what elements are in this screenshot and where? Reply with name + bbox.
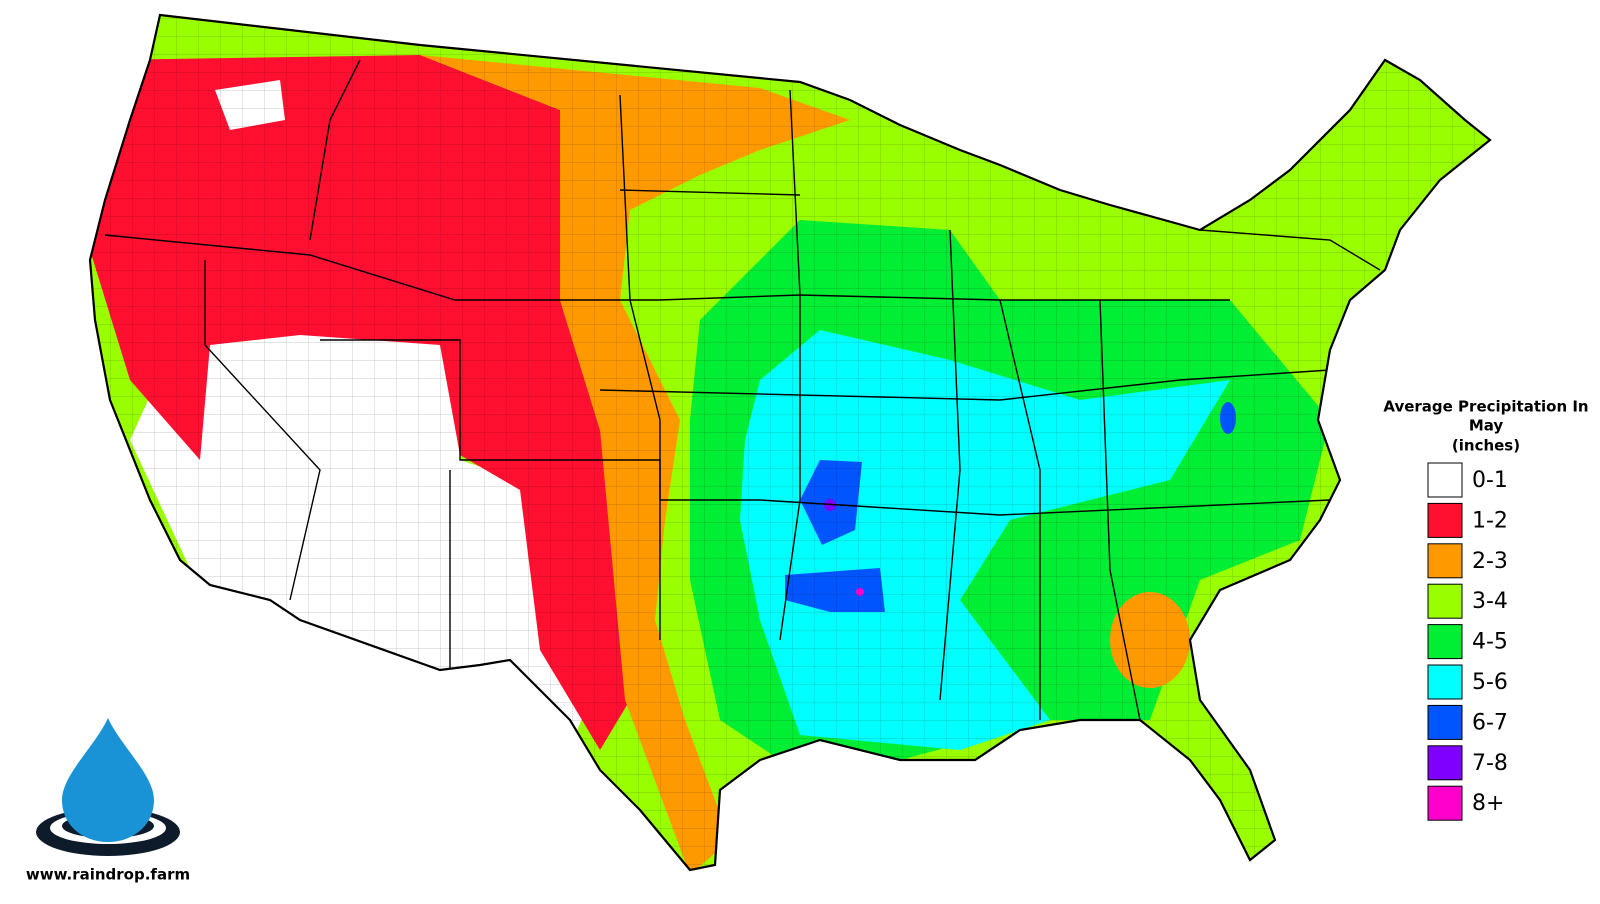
logo: www.raindrop.farm [26, 718, 190, 884]
legend-label: 8+ [1472, 791, 1504, 816]
legend-title: May [1469, 417, 1504, 435]
website: www.raindrop.farm [26, 866, 190, 884]
legend-label: 4-5 [1472, 630, 1508, 655]
legend-label: 5-6 [1472, 670, 1508, 695]
legend-swatch [1427, 745, 1463, 781]
legend-label: 6-7 [1472, 710, 1508, 735]
legend-label: 3-4 [1472, 589, 1508, 614]
legend-swatch [1427, 502, 1463, 538]
legend-swatch [1427, 785, 1463, 821]
legend-label: 2-3 [1472, 549, 1508, 574]
legend: Average Precipitation In May (inches) 0-… [1383, 398, 1589, 821]
legend-title: (inches) [1452, 437, 1520, 455]
legend-label: 1-2 [1472, 508, 1508, 533]
legend-swatch [1427, 462, 1463, 498]
legend-swatch [1427, 543, 1463, 579]
legend-swatch [1427, 704, 1463, 740]
logo-drop [62, 718, 154, 842]
legend-label: 7-8 [1472, 751, 1508, 776]
legend-title: Average Precipitation In [1383, 398, 1588, 416]
legend-swatch [1427, 624, 1463, 660]
legend-swatch [1427, 664, 1463, 700]
zone [1020, 158, 1080, 178]
state-lines [104, 59, 1381, 721]
legend-swatch [1427, 583, 1463, 619]
legend-label: 0-1 [1472, 468, 1508, 493]
